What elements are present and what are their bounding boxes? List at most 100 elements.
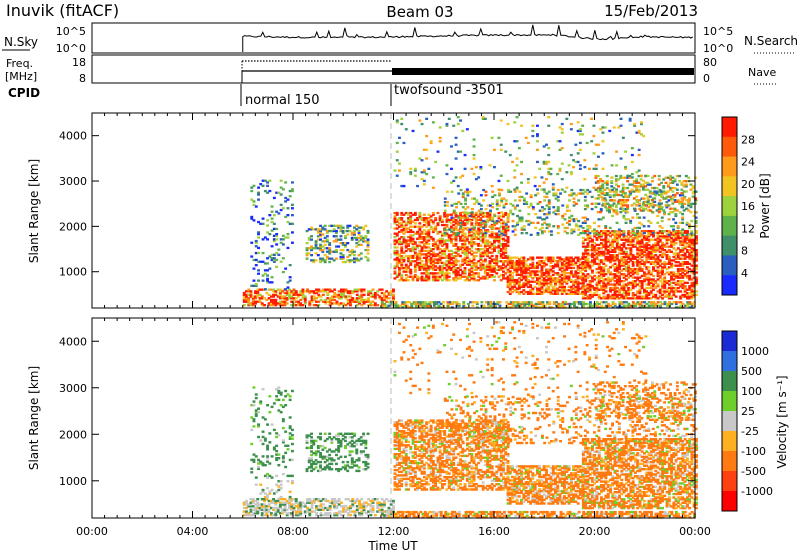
echo-cell <box>588 293 592 297</box>
echo-cell <box>600 271 603 274</box>
echo-cell <box>639 178 643 181</box>
echo-cell <box>649 290 653 293</box>
echo-cell <box>434 253 438 256</box>
echo-cell <box>604 249 608 252</box>
echo-cell <box>600 301 604 304</box>
echo-cell <box>266 262 269 265</box>
echo-cell <box>312 228 316 231</box>
echo-cell <box>576 282 580 285</box>
echo-cell <box>335 295 339 298</box>
echo-cell <box>291 188 294 191</box>
echo-cell <box>604 238 608 241</box>
echo-cell <box>508 284 512 287</box>
echo-cell <box>563 275 566 278</box>
echo-cell <box>636 216 639 219</box>
echo-cell <box>425 277 429 280</box>
echo-cell <box>337 224 341 227</box>
echo-cell <box>638 257 642 260</box>
echo-cell <box>652 280 655 283</box>
echo-cell <box>516 204 519 207</box>
echo-cell <box>454 263 458 266</box>
echo-cell <box>693 304 696 307</box>
echo-cell <box>504 199 508 202</box>
echo-cell <box>613 276 617 279</box>
echo-cell <box>586 276 590 279</box>
echo-cell <box>494 304 497 307</box>
echo-cell <box>542 162 546 165</box>
echo-cell <box>645 278 649 281</box>
echo-cell <box>586 243 590 247</box>
echo-cell <box>606 245 610 248</box>
echo-cell <box>560 188 564 191</box>
echo-cell <box>429 220 433 223</box>
echo-cell <box>586 283 590 286</box>
echo-cell <box>635 178 639 181</box>
echo-cell <box>371 300 375 303</box>
echo-cell <box>490 184 494 188</box>
echo-cell <box>486 244 490 247</box>
echo-cell <box>420 248 424 251</box>
echo-cell <box>512 301 515 304</box>
echo-cell <box>490 275 494 278</box>
echo-cell <box>576 121 580 124</box>
echo-cell <box>599 190 602 193</box>
echo-cell <box>332 259 336 262</box>
echo-cell <box>515 270 519 273</box>
echo-cell <box>635 131 639 134</box>
echo-cell <box>441 218 444 222</box>
echo-cell <box>654 261 658 264</box>
echo-cell <box>613 285 617 288</box>
echo-cell <box>667 290 671 293</box>
echo-cell <box>602 288 606 291</box>
echo-cell <box>249 290 253 293</box>
echo-cell <box>536 134 539 138</box>
echo-cell <box>407 211 410 215</box>
echo-cell <box>393 258 397 261</box>
echo-cell <box>498 233 501 236</box>
echo-cell <box>597 194 601 197</box>
echo-cell <box>679 233 683 236</box>
echo-cell <box>488 244 492 247</box>
echo-cell <box>606 276 610 279</box>
echo-cell <box>284 196 288 200</box>
echo-cell <box>404 254 408 258</box>
echo-cell <box>608 188 611 191</box>
echo-cell <box>584 230 588 233</box>
echo-cell <box>690 252 694 255</box>
echo-cell <box>407 248 410 251</box>
echo-cell <box>405 304 409 307</box>
echo-cell <box>642 232 646 235</box>
echo-cell <box>481 263 485 266</box>
echo-cell <box>380 304 384 307</box>
echo-cell <box>395 261 399 265</box>
echo-cell <box>339 228 343 231</box>
echo-cell <box>647 266 651 269</box>
echo-cell <box>443 251 447 254</box>
echo-cell <box>531 266 535 270</box>
echo-cell <box>418 277 422 280</box>
echo-cell <box>692 292 696 295</box>
echo-cell <box>266 231 269 234</box>
echo-cell <box>645 238 649 241</box>
echo-cell <box>321 288 325 291</box>
echo-cell <box>247 302 251 305</box>
echo-cell <box>502 267 505 270</box>
echo-cell <box>445 234 449 237</box>
echo-cell <box>495 256 499 259</box>
echo-cell <box>281 290 285 293</box>
echo-cell <box>565 209 569 212</box>
echo-cell <box>581 261 585 264</box>
echo-cell <box>599 186 602 190</box>
echo-cell <box>432 301 436 304</box>
echo-cell <box>565 265 569 268</box>
echo-cell <box>613 199 617 202</box>
echo-cell <box>420 232 424 235</box>
echo-cell <box>362 300 366 303</box>
echo-cell <box>459 215 462 218</box>
echo-cell <box>602 290 606 293</box>
echo-cell <box>547 285 551 289</box>
echo-cell <box>556 206 560 209</box>
echo-cell <box>513 256 517 259</box>
echo-cell <box>636 261 640 264</box>
echo-cell <box>515 188 519 191</box>
